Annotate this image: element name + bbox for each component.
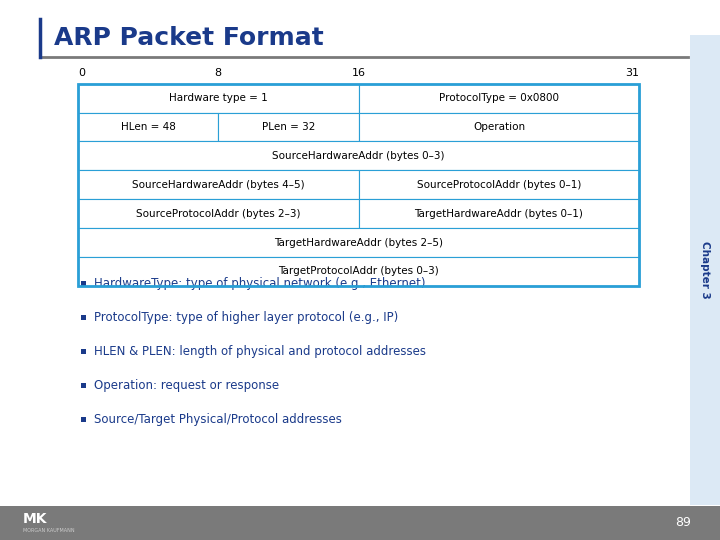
Bar — [78, 141, 639, 171]
Bar — [81, 383, 86, 388]
Bar — [78, 113, 218, 141]
Text: MORGAN KAUFMANN: MORGAN KAUFMANN — [23, 528, 75, 533]
Text: MK: MK — [22, 512, 47, 526]
Text: ProtocolType = 0x0800: ProtocolType = 0x0800 — [439, 93, 559, 103]
Text: TargetProtocolAddr (bytes 0–3): TargetProtocolAddr (bytes 0–3) — [278, 266, 439, 276]
Text: 31: 31 — [626, 68, 639, 78]
Text: SourceHardwareAddr (bytes 4–5): SourceHardwareAddr (bytes 4–5) — [132, 180, 305, 190]
Bar — [0, 506, 720, 540]
Bar — [690, 35, 720, 505]
Text: HLEN & PLEN: length of physical and protocol addresses: HLEN & PLEN: length of physical and prot… — [94, 345, 426, 358]
Text: Chapter 3: Chapter 3 — [700, 241, 710, 299]
Bar — [81, 349, 86, 354]
Bar — [81, 315, 86, 320]
Text: PLen = 32: PLen = 32 — [261, 122, 315, 132]
Text: 16: 16 — [351, 68, 366, 78]
Bar — [81, 417, 86, 422]
Bar — [78, 228, 639, 257]
Text: HardwareType: type of physical network (e.g., Ethernet): HardwareType: type of physical network (… — [94, 277, 425, 290]
Bar — [359, 113, 639, 141]
Bar — [78, 84, 639, 286]
Text: TargetHardwareAddr (bytes 0–1): TargetHardwareAddr (bytes 0–1) — [415, 208, 583, 219]
Text: SourceProtocolAddr (bytes 2–3): SourceProtocolAddr (bytes 2–3) — [136, 208, 300, 219]
Bar — [359, 84, 639, 112]
Text: Hardware type = 1: Hardware type = 1 — [168, 93, 268, 103]
Text: 89: 89 — [675, 516, 691, 530]
Text: TargetHardwareAddr (bytes 2–5): TargetHardwareAddr (bytes 2–5) — [274, 238, 443, 248]
Text: ARP Packet Format: ARP Packet Format — [54, 26, 324, 50]
Bar — [359, 171, 639, 199]
Text: ProtocolType: type of higher layer protocol (e.g., IP): ProtocolType: type of higher layer proto… — [94, 311, 398, 324]
Text: 0: 0 — [78, 68, 85, 78]
Bar — [218, 113, 359, 141]
Text: SourceProtocolAddr (bytes 0–1): SourceProtocolAddr (bytes 0–1) — [417, 180, 581, 190]
Text: Source/Target Physical/Protocol addresses: Source/Target Physical/Protocol addresse… — [94, 413, 341, 426]
Bar — [78, 199, 359, 228]
Bar — [78, 171, 359, 199]
Text: Operation: Operation — [473, 122, 525, 132]
Bar — [81, 281, 86, 286]
Bar — [359, 199, 639, 228]
Bar — [78, 84, 359, 112]
Text: HLen = 48: HLen = 48 — [120, 122, 176, 132]
Text: 8: 8 — [215, 68, 222, 78]
Bar — [78, 257, 639, 286]
Text: Operation: request or response: Operation: request or response — [94, 379, 279, 392]
Text: SourceHardwareAddr (bytes 0–3): SourceHardwareAddr (bytes 0–3) — [272, 151, 445, 161]
